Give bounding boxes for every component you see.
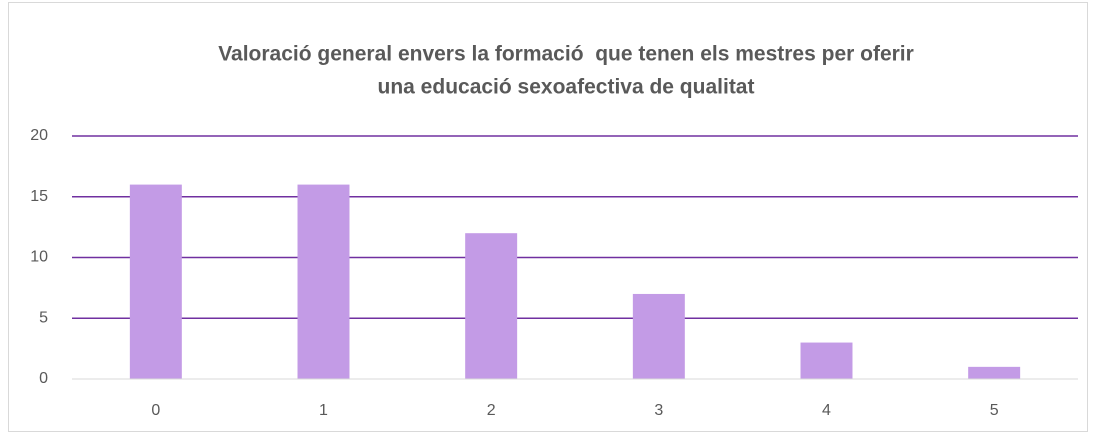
x-tick-label: 0	[151, 402, 160, 419]
bar	[465, 233, 518, 379]
y-tick-label: 5	[39, 309, 48, 326]
y-tick-label: 20	[30, 127, 48, 144]
y-tick-label: 10	[30, 249, 48, 266]
bar	[968, 366, 1021, 379]
y-tick-label: 15	[30, 188, 48, 205]
x-tick-label: 1	[319, 402, 328, 419]
chart-title: Valoració general envers la formació que…	[218, 43, 914, 66]
x-tick-label: 4	[822, 402, 831, 419]
x-tick-label: 5	[990, 402, 999, 419]
x-tick-label: 2	[487, 402, 496, 419]
bar	[800, 342, 853, 379]
bar	[297, 184, 350, 379]
bar	[129, 184, 182, 379]
chart-frame	[8, 2, 1088, 432]
bar	[632, 293, 685, 379]
y-tick-label: 0	[39, 370, 48, 387]
chart-title: una educació sexoafectiva de qualitat	[378, 76, 755, 99]
x-tick-label: 3	[654, 402, 663, 419]
